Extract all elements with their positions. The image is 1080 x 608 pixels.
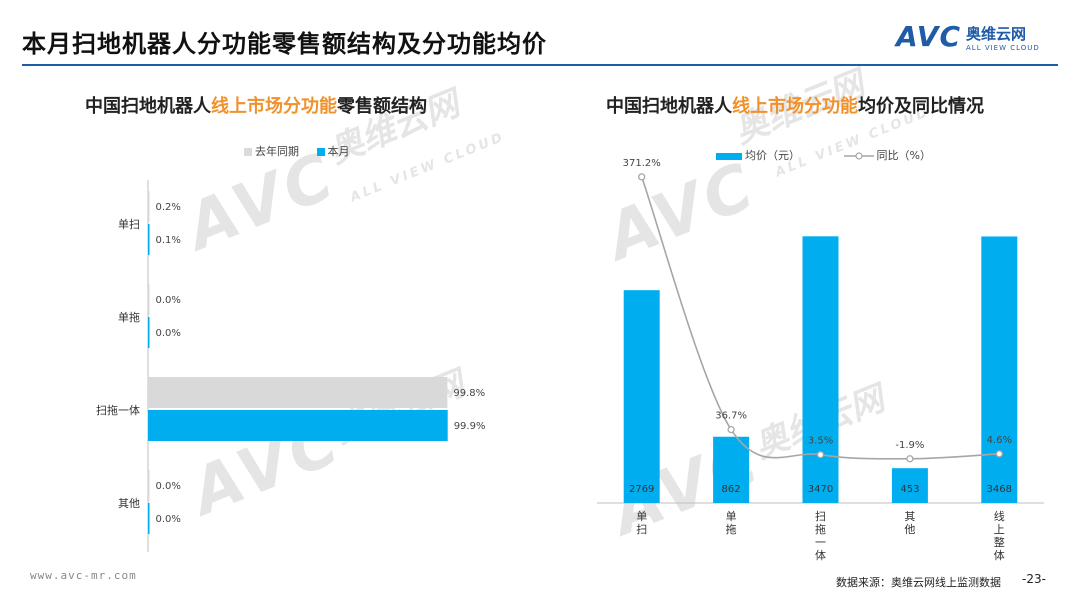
brand-logo: AVC 奥维云网 ALL VIEW CLOUD [896,20,1056,58]
left-chart-legend: 去年同期 本月 [244,143,350,159]
right-line-value-label: 4.6% [987,435,1012,446]
right-line-value-label: -1.9% [895,440,924,451]
right-category-label-char: 其 [904,510,915,523]
left-chart-title: 中国扫地机器人线上市场分功能零售额结构 [85,92,427,118]
right-chart-title-part1: 中国扫地机器人 [606,96,732,117]
right-category-label-char: 拖 [815,522,826,536]
right-line-value-label: 371.2% [623,158,661,169]
left-category-label: 单拖 [118,310,140,324]
legend-label-last-year: 去年同期 [255,145,299,158]
right-line-value-label: 36.7% [715,411,747,422]
right-category-label-char: 整 [994,535,1005,549]
brand-name-cn: 奥维云网 [966,25,1027,43]
right-bar-avg-price [891,468,928,503]
right-bar-avg-price [981,236,1018,504]
right-category-label-char: 一 [815,536,826,549]
right-line-point-yoy [906,455,914,463]
left-chart-title-part2: 零售额结构 [337,96,427,117]
left-bar-value-label: 99.8% [453,388,485,399]
left-bar-value-label: 0.2% [156,202,181,213]
left-bar-this-month [148,224,150,255]
right-chart-legend: 均价（元） 同比（%） [716,147,931,163]
left-bar-value-label: 0.0% [156,514,181,525]
right-category-label-char: 体 [815,548,826,562]
right-bar-value-label: 862 [722,484,741,495]
left-bar-this-month [148,410,448,441]
right-line-yoy [640,176,1000,460]
right-chart-title: 中国扫地机器人线上市场分功能均价及同比情况 [606,92,984,118]
page-title: 本月扫地机器人分功能零售额结构及分功能均价 [22,30,547,58]
legend-swatch-this-month [316,148,325,156]
legend-label-yoy: 同比（%） [876,149,931,162]
right-bar-avg-price [713,436,750,503]
title-divider [22,64,1058,66]
right-line-point-yoy [816,451,825,459]
footer-source: 数据来源：奥维云网线上监测数据 [836,576,1001,589]
right-bar-avg-price [623,290,660,503]
left-bar-last-year [148,284,150,315]
left-category-label: 其他 [118,497,140,510]
left-category-label: 扫拖一体 [96,403,140,417]
left-bar-last-year [148,470,150,501]
left-bar-last-year [148,191,150,222]
right-chart-title-part2: 均价及同比情况 [858,96,984,117]
legend-swatch-last-year [244,148,252,156]
right-bar-value-label: 3470 [808,484,833,495]
left-category-label: 单扫 [118,218,140,231]
left-bar-this-month [148,503,150,534]
right-category-label-char: 单 [636,510,647,523]
right-line-value-label: 3.5% [808,436,833,447]
right-category-label-char: 扫 [815,510,826,523]
right-bar-value-label: 3468 [987,484,1012,495]
legend-label-this-month: 本月 [327,145,350,158]
right-line-point-yoy [638,173,646,181]
left-bar-value-label: 0.0% [156,295,181,306]
right-category-label-char: 拖 [726,522,737,536]
brand-logo-mark: AVC [896,20,961,53]
left-bar-last-year [148,377,448,408]
right-bar-value-label: 2769 [629,484,654,495]
right-chart-title-highlight: 线上市场分功能 [732,96,858,117]
legend-label-avg-price: 均价（元） [745,149,800,162]
right-bar-avg-price [802,236,839,503]
right-line-point-yoy [995,450,1003,458]
page-number: -23- [1022,572,1046,586]
right-category-label-char: 体 [994,548,1005,562]
right-line-point-yoy [727,425,735,434]
left-bar-value-label: 99.9% [454,421,486,432]
right-category-label-char: 单 [726,510,737,523]
left-bar-this-month [148,317,150,348]
legend-swatch-avg-price [716,152,742,160]
brand-name-en: ALL VIEW CLOUD [966,44,1040,52]
left-chart-title-part1: 中国扫地机器人 [85,96,211,117]
right-bar-value-label: 453 [900,484,919,495]
right-category-label-char: 扫 [636,523,647,536]
left-bar-chart: 单扫 0.2% 0.1% 单拖 0.0% 0.0% 扫拖一体 99.8% 99.9% 其他 0.0%… [96,180,486,552]
left-bar-value-label: 0.0% [156,481,181,492]
left-bar-value-label: 0.0% [156,328,181,339]
legend-line-yoy-icon [843,152,874,160]
left-chart-title-highlight: 线上市场分功能 [211,96,337,117]
right-category-label-char: 上 [994,523,1005,536]
right-category-label-char: 他 [904,523,915,536]
left-bar-value-label: 0.1% [156,235,181,246]
footer-url[interactable]: www.avc-mr.com [30,569,137,582]
right-category-label-char: 线 [994,509,1005,523]
